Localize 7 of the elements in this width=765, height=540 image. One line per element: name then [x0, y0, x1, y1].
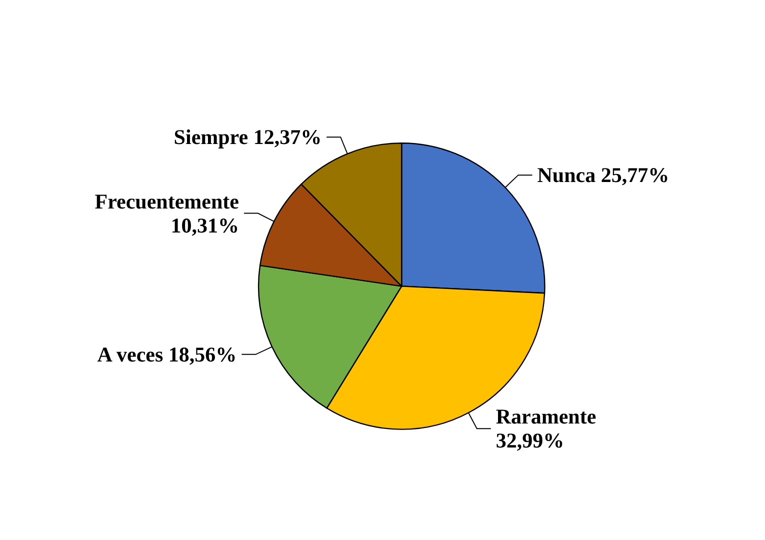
slice-label: Frecuentemente: [94, 189, 239, 214]
slice-label: A veces 18,56%: [97, 342, 237, 366]
slice-label: Raramente: [496, 404, 596, 429]
slice-label: Siempre 12,37%: [174, 125, 322, 150]
slice-label: Nunca 25,77%: [537, 163, 670, 188]
data-label: 10,31%: [170, 213, 239, 238]
data-label: 32,99%: [496, 428, 564, 453]
